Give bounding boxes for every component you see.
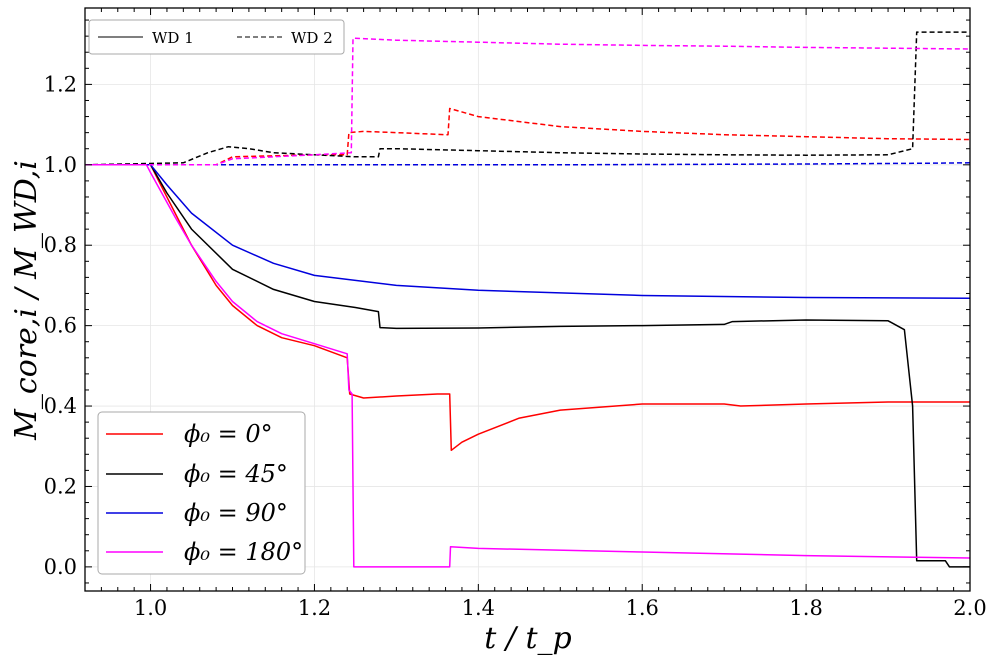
series-line-4 — [85, 107, 971, 166]
y-tick-label: 1.2 — [44, 72, 77, 96]
x-tick-label: 1.2 — [298, 596, 331, 620]
color-legend: ϕ₀ = 0° ϕ₀ = 45° ϕ₀ = 90° ϕ₀ = 180° — [97, 411, 306, 575]
legend-phi0-label: ϕ₀ = 0° — [184, 420, 273, 448]
x-tick-label: 2.0 — [953, 596, 986, 620]
plot-frame — [84, 7, 971, 592]
x-tick-label: 1.6 — [626, 596, 659, 620]
legend-wd1-label: WD 1 — [152, 29, 194, 47]
ticks: 1.0 1.2 1.4 1.6 1.8 2.0 0.0 0.2 0.4 0.6 0.8 1.0 1.2 — [44, 8, 987, 620]
x-tick-label: 1.4 — [462, 596, 495, 620]
style-legend: WD 1 WD 2 — [88, 19, 345, 55]
x-tick-label: 1.0 — [134, 596, 167, 620]
legend-phi180-label: ϕ₀ = 180° — [184, 538, 303, 566]
series-line-2 — [85, 164, 971, 300]
x-tick-label: 1.8 — [789, 596, 822, 620]
series-line-0 — [85, 164, 970, 452]
y-tick-label: 0.0 — [44, 555, 77, 579]
y-tick-label: 1.0 — [44, 153, 77, 177]
y-tick-label: 0.4 — [44, 394, 77, 418]
x-axis-label: t / t_p — [484, 621, 572, 656]
series-line-6 — [85, 162, 971, 166]
y-axis-label: M_core,i / M_WD,i — [9, 160, 44, 441]
y-tick-label: 0.2 — [44, 474, 77, 498]
legend-phi90-label: ϕ₀ = 90° — [184, 499, 288, 527]
y-tick-label: 0.6 — [44, 314, 77, 338]
legend-phi45-label: ϕ₀ = 45° — [184, 460, 288, 488]
color-legend-box — [97, 411, 306, 575]
series-layer — [84, 31, 971, 568]
series-line-7 — [85, 37, 971, 166]
legend-wd2-label: WD 2 — [291, 29, 333, 47]
series-line-3 — [85, 164, 971, 568]
series-line-1 — [85, 164, 970, 568]
style-legend-box — [88, 19, 345, 55]
y-tick-label: 0.8 — [44, 233, 77, 257]
series-line-5 — [84, 31, 970, 166]
